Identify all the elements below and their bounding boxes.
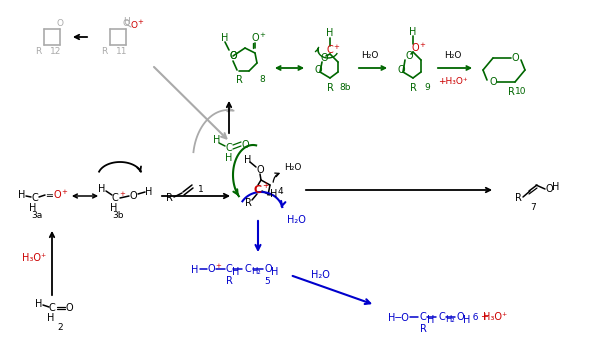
Text: H: H xyxy=(29,203,37,213)
Text: +: + xyxy=(259,32,265,38)
Text: C: C xyxy=(32,193,38,203)
Text: R: R xyxy=(508,87,514,97)
Text: C: C xyxy=(245,264,251,274)
Text: C: C xyxy=(326,45,334,55)
Text: R: R xyxy=(101,48,107,57)
Text: R: R xyxy=(226,276,232,286)
Text: H₂O: H₂O xyxy=(445,50,461,59)
Text: O: O xyxy=(56,19,64,28)
Text: +: + xyxy=(215,263,221,269)
Text: ═: ═ xyxy=(46,191,52,201)
Text: C: C xyxy=(226,264,232,274)
Text: 4: 4 xyxy=(277,188,283,196)
Text: O: O xyxy=(251,33,259,43)
Text: O: O xyxy=(229,51,237,61)
Text: O: O xyxy=(122,19,130,28)
Text: H: H xyxy=(221,33,229,43)
Text: 9: 9 xyxy=(424,83,430,93)
Text: O: O xyxy=(545,184,553,194)
Text: H: H xyxy=(214,135,221,145)
Text: C: C xyxy=(226,143,232,153)
Text: O: O xyxy=(511,53,519,63)
Text: H: H xyxy=(35,299,42,309)
Text: H: H xyxy=(122,17,130,25)
Text: O: O xyxy=(229,51,237,61)
Text: H₂O: H₂O xyxy=(361,50,379,59)
Text: 7: 7 xyxy=(530,202,536,212)
Text: H₂O: H₂O xyxy=(311,270,329,280)
Text: O: O xyxy=(207,264,215,274)
Text: H: H xyxy=(191,265,199,275)
Text: C: C xyxy=(112,193,118,203)
Text: O: O xyxy=(65,303,73,313)
Text: O: O xyxy=(53,190,61,200)
Text: C: C xyxy=(254,185,262,195)
Text: C: C xyxy=(439,312,445,322)
Text: H₂O: H₂O xyxy=(284,163,302,172)
Text: O: O xyxy=(405,51,413,61)
Text: H: H xyxy=(110,203,118,213)
Text: 3b: 3b xyxy=(112,212,124,220)
Text: +H₃O⁺: +H₃O⁺ xyxy=(438,77,468,87)
Text: H: H xyxy=(463,315,470,325)
Text: R: R xyxy=(419,324,427,334)
Text: R: R xyxy=(515,193,522,203)
Text: H: H xyxy=(326,28,334,38)
Text: O: O xyxy=(411,43,419,53)
Text: O: O xyxy=(456,312,464,322)
Text: H: H xyxy=(145,187,152,197)
Text: O: O xyxy=(397,65,405,75)
Text: R: R xyxy=(326,83,334,93)
Text: C: C xyxy=(49,303,55,313)
Text: 12: 12 xyxy=(50,48,62,57)
Text: H: H xyxy=(17,190,25,200)
Text: 10: 10 xyxy=(515,88,527,96)
Text: O: O xyxy=(314,65,322,75)
Text: O: O xyxy=(256,165,264,175)
Text: H: H xyxy=(98,184,105,194)
Text: O: O xyxy=(264,264,272,274)
Text: H₂: H₂ xyxy=(251,268,261,277)
Text: R: R xyxy=(166,193,173,203)
Text: +: + xyxy=(119,191,125,197)
Text: 8b: 8b xyxy=(339,83,351,93)
Text: 6: 6 xyxy=(467,313,479,321)
Text: +: + xyxy=(419,42,425,48)
Text: O: O xyxy=(320,53,328,63)
Text: H: H xyxy=(553,182,560,192)
Text: H: H xyxy=(409,27,416,37)
Text: 11: 11 xyxy=(116,48,128,57)
Text: H₃O⁺: H₃O⁺ xyxy=(22,253,46,263)
Text: H: H xyxy=(232,267,239,277)
Text: R: R xyxy=(245,198,251,208)
Text: H: H xyxy=(244,155,251,165)
Text: O: O xyxy=(131,20,137,30)
Text: H: H xyxy=(271,189,278,199)
Text: C: C xyxy=(419,312,427,322)
Text: H₃O⁺: H₃O⁺ xyxy=(483,312,507,322)
Text: 1: 1 xyxy=(198,184,204,194)
Text: H₂O: H₂O xyxy=(287,215,305,225)
Text: 5: 5 xyxy=(264,277,270,285)
Text: 8: 8 xyxy=(259,75,265,84)
Text: +: + xyxy=(262,182,268,190)
Text: R: R xyxy=(410,83,416,93)
Text: H: H xyxy=(47,313,55,323)
Text: 3a: 3a xyxy=(31,212,43,220)
Text: R: R xyxy=(35,48,41,57)
Text: R: R xyxy=(236,75,242,85)
Text: H: H xyxy=(427,315,434,325)
Text: O: O xyxy=(129,191,137,201)
Text: +: + xyxy=(137,19,143,25)
Text: +: + xyxy=(61,189,67,195)
Text: +: + xyxy=(333,44,339,50)
Text: H: H xyxy=(226,153,233,163)
Text: H₂: H₂ xyxy=(445,315,455,325)
Text: H: H xyxy=(271,267,278,277)
Text: 2: 2 xyxy=(57,323,63,333)
Text: +: + xyxy=(480,312,488,322)
Text: O: O xyxy=(489,77,497,87)
Text: H─O: H─O xyxy=(388,313,409,323)
Text: O: O xyxy=(241,140,249,150)
